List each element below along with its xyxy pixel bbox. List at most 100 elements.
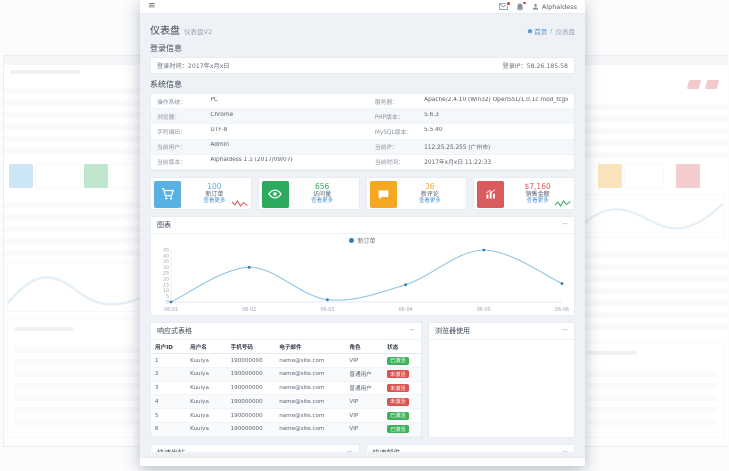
background-shape <box>326 298 329 301</box>
table-cell: 190000000 <box>227 395 276 409</box>
table-cell: 1 <box>151 354 186 368</box>
collapse-icon[interactable]: − <box>562 327 568 334</box>
system-info-cell: 5.5.40 <box>424 127 568 136</box>
user-menu[interactable]: Alphaldess <box>532 3 577 11</box>
collapse-icon[interactable]: − <box>562 221 568 228</box>
background-tile-red <box>676 164 700 188</box>
table-row[interactable]: 3Kuuiya190000000name@site.com普通用户未激活 <box>151 381 421 395</box>
quick-post-title: 快速发帖 <box>157 448 185 452</box>
stat-card: 36新评论查看更多 <box>366 177 468 210</box>
system-info-cell: 当前IP： <box>375 142 424 151</box>
user-table-title: 响应式表格 <box>157 326 192 336</box>
legend-dot <box>349 238 354 243</box>
background-shape: 仪表盘仪表盘V2 <box>150 19 212 38</box>
background-shape: 1Kuuiya190000000name@site.comVIP已激活2Kuui… <box>151 354 421 437</box>
background-shape: Alphaldess <box>499 3 577 11</box>
view-more-link[interactable]: 查看更多 <box>527 198 549 205</box>
table-row[interactable]: 1Kuuiya190000000name@site.comVIP已激活 <box>151 354 421 368</box>
table-header-cell: 状态 <box>383 340 421 354</box>
stat-label: 销售金额 <box>526 191 550 198</box>
quick-mail-title: 快速邮件 <box>373 448 401 452</box>
collapse-icon[interactable]: − <box>562 449 568 452</box>
system-info-title: 系统信息 <box>150 79 575 90</box>
system-info-cell: Apache/2.4.10 (Win32) OpenSSL/1.0.1c mod… <box>424 97 568 106</box>
background-shape <box>487 194 489 198</box>
table-cell: 普通用户 <box>345 367 383 381</box>
background-shape <box>527 29 532 34</box>
system-info-cell: 5.6.3 <box>424 112 568 121</box>
stat-card: 100新订单查看更多 <box>150 177 252 210</box>
system-info-row: 浏览器：ChromePHP版本：5.6.3 <box>151 109 574 124</box>
page-subtitle[interactable]: 仪表盘V2 <box>184 28 212 36</box>
background-shape <box>10 70 80 74</box>
table-cell: Kuuiya <box>186 395 227 409</box>
table-row[interactable]: 4Kuuiya190000000name@site.comVIP未激活 <box>151 395 421 409</box>
table-cell: Kuuiya <box>186 354 227 368</box>
table-row[interactable]: 2Kuuiya190000000name@site.com普通用户未激活 <box>151 367 421 381</box>
stat-card-body: 36新评论查看更多 <box>397 181 464 206</box>
breadcrumb: 首页 / 仪表盘 <box>527 26 575 36</box>
background-shape <box>587 351 637 355</box>
notification-badge <box>522 1 527 6</box>
table-cell: 190000000 <box>227 381 276 395</box>
system-info-cell: 操作系统： <box>157 97 210 106</box>
user-icon <box>532 3 539 10</box>
messages-icon[interactable] <box>499 3 508 10</box>
background-shape <box>580 342 724 438</box>
system-info-cell: 当前时间： <box>375 157 424 166</box>
table-cell: 5 <box>151 409 186 423</box>
background-red-mark <box>687 80 701 89</box>
login-time: 登录时间：2017年x月x日 <box>157 61 230 70</box>
background-shape: 快速发帖 − +✎∞标题BIUS≡≣⊞≔ΩΣ 0 WORDS 发送 <box>150 438 575 452</box>
cart-icon <box>154 181 181 208</box>
background-shape <box>404 283 407 286</box>
system-info-cell: 112.25.25.255 (广州市) <box>424 142 568 151</box>
view-more-link[interactable]: 查看更多 <box>419 198 441 205</box>
background-shape: 06-06 <box>555 307 569 313</box>
comment-icon <box>370 181 397 208</box>
table-cell: name@site.com <box>275 395 345 409</box>
system-info-cell: 字符编码： <box>157 127 210 136</box>
table-cell: 普通用户 <box>345 381 383 395</box>
table-row[interactable]: 5Kuuiya190000000name@site.comVIP已激活 <box>151 409 421 423</box>
background-shape: 06-05 <box>477 307 491 313</box>
collapse-icon[interactable]: − <box>409 327 415 334</box>
table-cell: Kuuiya <box>186 409 227 423</box>
table-row[interactable]: 6Kuuiya190000000name@site.comVIP已激活 <box>151 423 421 437</box>
stat-value: 36 <box>425 182 435 191</box>
table-cell: Kuuiya <box>186 367 227 381</box>
system-info-cell: 当前版本： <box>157 157 210 166</box>
background-shape: 35 <box>163 259 169 265</box>
background-shape <box>581 203 723 228</box>
table-cell: name@site.com <box>275 367 345 381</box>
table-cell: 190000000 <box>227 409 276 423</box>
background-shape: 40 <box>163 253 169 259</box>
background-sparkline <box>581 195 723 237</box>
notifications-icon[interactable] <box>516 3 524 11</box>
background-shape <box>587 365 717 425</box>
table-cell: 6 <box>151 423 186 437</box>
view-more-link[interactable]: 查看更多 <box>311 198 333 205</box>
collapse-icon[interactable]: − <box>347 449 353 452</box>
system-info-cell: 浏览器： <box>157 112 210 121</box>
page-footer <box>140 457 585 466</box>
background-shape <box>274 193 278 197</box>
breadcrumb-current: 仪表盘 <box>556 26 576 36</box>
stat-cards-row: 100新订单查看更多656访问量查看更多36新评论查看更多$7,160销售金额查… <box>150 177 575 210</box>
view-more-link[interactable]: 查看更多 <box>203 198 225 205</box>
table-cell: 已激活 <box>383 354 421 368</box>
background-shape: 用户ID用户名手机号码电子邮件角色状态 <box>151 340 421 354</box>
chart-legend[interactable]: 新订单 <box>155 236 570 245</box>
table-header-cell: 用户ID <box>151 340 186 354</box>
menu-toggle-icon[interactable]: ≡ <box>148 2 156 11</box>
stat-card: 656访问量查看更多 <box>258 177 360 210</box>
background-shape: 20 <box>163 276 169 282</box>
table-cell: Kuuiya <box>186 423 227 437</box>
background-shape: 06-02 <box>242 307 256 313</box>
background-shape <box>268 187 282 201</box>
bar-chart-icon <box>477 181 504 208</box>
breadcrumb-home[interactable]: 首页 <box>527 26 548 36</box>
table-cell: 2 <box>151 367 186 381</box>
table-cell: 190000000 <box>227 423 276 437</box>
system-info-row: 字符编码：UTF-8MySQL版本：5.5.40 <box>151 124 574 139</box>
